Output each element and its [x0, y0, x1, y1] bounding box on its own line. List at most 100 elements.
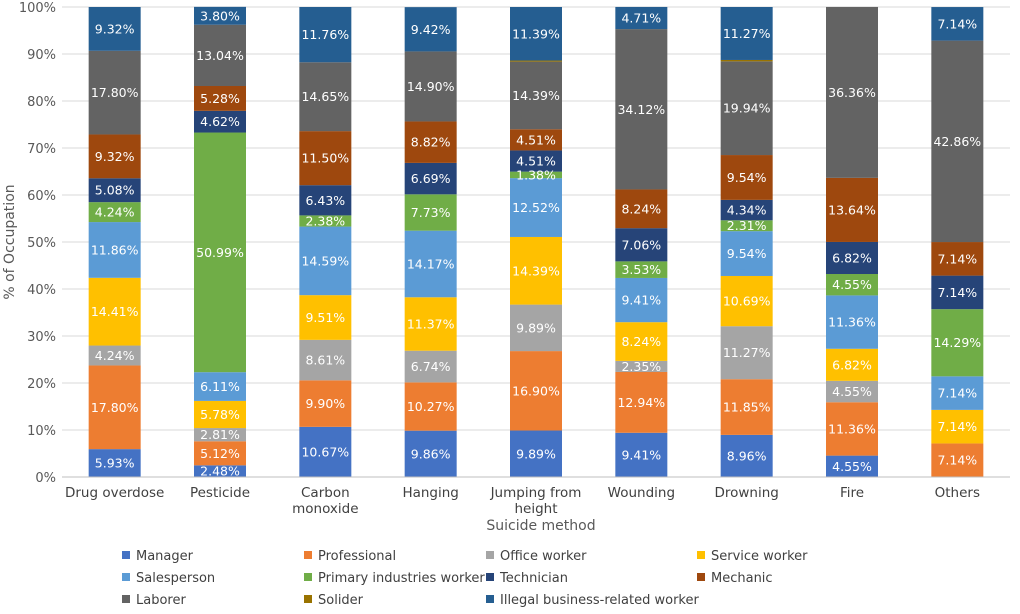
bar-segment-laborer: [404, 51, 457, 122]
data-label: 8.24%: [621, 334, 661, 349]
data-label: 11.39%: [512, 26, 560, 41]
bar-segment-illegal-business-related-worker: [720, 7, 773, 60]
bar-segment-office-worker: [404, 350, 457, 383]
legend-label: Office worker: [500, 549, 587, 564]
data-label: 4.55%: [832, 384, 872, 399]
bar-segment-mechanic: [299, 131, 352, 186]
legend-item-laborer: Laborer: [122, 593, 186, 608]
legend-swatch: [304, 595, 312, 603]
bar-segment-laborer: [615, 29, 668, 190]
bar-segment-primary-industries-worker: [931, 309, 984, 377]
bar-segment-salesperson: [720, 231, 773, 276]
bar-segment-technician: [510, 150, 562, 172]
bar-segment-service-worker: [299, 295, 352, 340]
data-label: 2.38%: [305, 213, 345, 228]
bar-segment-office-worker: [299, 339, 352, 381]
data-label: 4.71%: [621, 11, 661, 26]
bar-segment-laborer: [510, 61, 562, 130]
data-label: 5.12%: [200, 446, 240, 461]
y-tick-label: 60%: [27, 189, 56, 204]
data-label: 6.69%: [411, 171, 451, 186]
legend-item-professional: Professional: [304, 549, 396, 564]
legend-item-service-worker: Service worker: [697, 549, 808, 564]
bar-segment-manager: [510, 430, 562, 477]
bar-segment-solider: [720, 59, 773, 62]
bar-segment-service-worker: [194, 400, 246, 429]
bar-segment-technician: [299, 185, 352, 216]
bar-segment-technician: [194, 110, 246, 133]
data-label: 14.41%: [91, 304, 139, 319]
legend-label: Salesperson: [136, 571, 215, 586]
legend-swatch: [486, 551, 494, 559]
bar-segment-technician: [404, 162, 457, 195]
bar-segment-primary-industries-worker: [720, 220, 773, 232]
data-label: 10.67%: [301, 444, 349, 459]
bar-segment-mechanic: [510, 129, 562, 151]
data-label: 3.53%: [621, 262, 661, 277]
y-axis-title: % of Occupation: [2, 184, 18, 299]
data-label: 4.62%: [200, 114, 240, 129]
data-label: 2.31%: [727, 218, 767, 233]
legend-swatch: [486, 595, 494, 603]
data-label: 50.99%: [196, 245, 244, 260]
data-label: 9.90%: [305, 396, 345, 411]
data-label: 5.93%: [95, 456, 135, 471]
bar-segment-primary-industries-worker: [404, 194, 457, 231]
x-tick-label: Others: [935, 485, 980, 501]
x-tick-label: Fire: [840, 485, 864, 501]
bar-segment-laborer: [299, 62, 352, 132]
y-tick-label: 80%: [27, 95, 56, 110]
data-label: 3.80%: [200, 8, 240, 23]
bar-segment-office-worker: [720, 326, 773, 380]
x-tick-label: Carbon monoxide: [292, 485, 358, 517]
bar-segment-manager: [404, 430, 457, 477]
bar-segment-office-worker: [88, 345, 141, 366]
data-label: 14.39%: [512, 263, 560, 278]
data-label: 7.14%: [937, 285, 977, 300]
bar-segment-service-worker: [720, 275, 773, 327]
bar-segment-mechanic: [931, 242, 984, 276]
data-label: 8.82%: [411, 135, 451, 150]
bar-segment-manager: [615, 432, 668, 477]
data-label: 11.36%: [828, 421, 876, 436]
bar-segment-manager: [194, 465, 246, 477]
bar-segment-mechanic: [404, 121, 457, 163]
bar-segment-manager: [88, 449, 141, 477]
data-label: 6.43%: [305, 193, 345, 208]
bar-segment-illegal-business-related-worker: [404, 7, 457, 52]
data-label: 11.27%: [723, 26, 771, 41]
data-label: 12.94%: [617, 395, 665, 410]
data-label: 4.24%: [95, 205, 135, 220]
data-label: 7.14%: [937, 453, 977, 468]
bar-segment-illegal-business-related-worker: [194, 6, 246, 25]
data-label: 4.34%: [727, 203, 767, 218]
data-label: 2.81%: [200, 427, 240, 442]
data-label: 5.08%: [95, 183, 135, 198]
bar-segment-primary-industries-worker: [510, 171, 562, 179]
x-axis-title: Suicide method: [486, 518, 595, 534]
legend-item-salesperson: Salesperson: [122, 571, 215, 586]
bar-segment-laborer: [931, 40, 984, 243]
bar-segment-professional: [404, 382, 457, 431]
data-label: 8.96%: [727, 448, 767, 463]
y-tick-label: 100%: [19, 1, 56, 16]
bar-segment-professional: [720, 379, 773, 435]
data-label: 9.51%: [305, 310, 345, 325]
bar-segment-salesperson: [510, 178, 562, 237]
data-label: 4.24%: [95, 348, 135, 363]
bar-segment-illegal-business-related-worker: [931, 7, 984, 41]
bar-segment-professional: [931, 443, 984, 477]
x-tick-label: Drowning: [714, 485, 778, 501]
bar-segment-primary-industries-worker: [88, 202, 141, 223]
data-label: 6.82%: [832, 250, 872, 265]
data-label: 5.28%: [200, 91, 240, 106]
data-label: 10.69%: [723, 294, 771, 309]
y-tick-label: 20%: [27, 377, 56, 392]
bar-segment-professional: [826, 402, 878, 456]
data-label: 9.89%: [516, 320, 556, 335]
legend-item-manager: Manager: [122, 549, 194, 564]
legend-label: Illegal business-related worker: [500, 593, 699, 608]
data-label: 9.54%: [727, 246, 767, 261]
data-label: 6.11%: [200, 379, 240, 394]
